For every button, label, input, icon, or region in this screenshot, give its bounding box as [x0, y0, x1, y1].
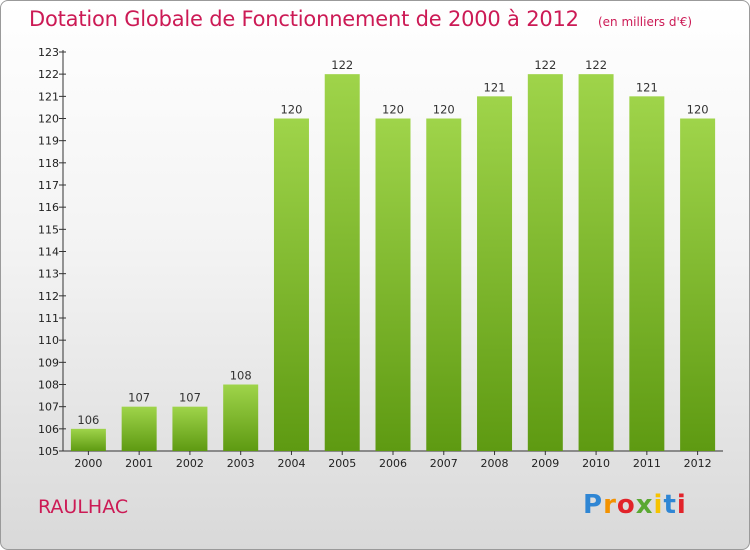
x-tick-label: 2009	[531, 457, 559, 470]
x-tick-label: 2003	[227, 457, 255, 470]
value-label-2008: 121	[484, 80, 506, 94]
y-tick-label: 111	[38, 312, 59, 325]
y-tick-label: 123	[38, 46, 59, 59]
bar-2012	[680, 118, 716, 451]
y-tick-label: 122	[38, 68, 59, 81]
bar-2006	[375, 118, 411, 451]
y-tick-label: 114	[38, 246, 59, 259]
bar-2003	[223, 384, 259, 451]
value-label-2009: 122	[534, 58, 556, 72]
x-tick-label: 2012	[684, 457, 712, 470]
axes: 105 106 107 108 109 110 111 112 113 114 115 116 117 1…	[38, 46, 723, 458]
logo-letter: t	[663, 490, 677, 520]
y-tick-label: 112	[38, 290, 59, 303]
y-tick-label: 116	[38, 201, 59, 214]
proxiti-logo: Proxiti	[583, 490, 687, 520]
y-tick-label: 119	[38, 135, 59, 148]
logo-letter: i	[676, 490, 687, 520]
y-tick-label: 117	[38, 179, 59, 192]
value-label-2000: 106	[77, 413, 99, 427]
bar-2004	[273, 118, 309, 451]
x-tick-label: 2001	[125, 457, 153, 470]
chart-title: Dotation Globale de Fonctionnement de 20…	[29, 7, 579, 31]
value-label-2007: 120	[433, 103, 455, 117]
bar-2007	[426, 118, 462, 451]
logo-letter: x	[635, 490, 654, 520]
value-label-2001: 107	[128, 391, 150, 405]
unit-note: (en milliers d'€)	[597, 15, 693, 29]
x-tick-label: 2006	[379, 457, 407, 470]
y-tick-label: 118	[38, 157, 59, 170]
x-tick-label: 2002	[176, 457, 204, 470]
y-tick-label: 107	[38, 401, 59, 414]
value-label-2010: 122	[585, 58, 607, 72]
value-label-2011: 121	[636, 80, 658, 94]
value-label-2012: 120	[687, 103, 709, 117]
logo-letter: o	[616, 490, 636, 520]
value-label-2003: 108	[230, 369, 252, 383]
logo-letter: r	[603, 490, 617, 520]
logo-letter: P	[583, 490, 604, 520]
x-tick-label: 2010	[582, 457, 610, 470]
y-tick-label: 108	[38, 379, 59, 392]
value-label-2005: 122	[331, 58, 353, 72]
y-tick-label: 109	[38, 356, 59, 369]
bars	[70, 74, 716, 452]
title-row: Dotation Globale de Fonctionnement de 20…	[29, 7, 692, 31]
value-label-2006: 120	[382, 103, 404, 117]
y-tick-label: 113	[38, 268, 59, 281]
y-tick-label: 106	[38, 423, 59, 436]
bar-2009	[527, 74, 563, 452]
x-tick-label: 2005	[328, 457, 356, 470]
y-tick-label: 105	[38, 445, 59, 458]
bar-2011	[629, 96, 665, 451]
commune-name: RAULHAC	[38, 496, 129, 518]
bar-2002	[172, 406, 208, 451]
x-tick-label: 2007	[430, 457, 458, 470]
y-tick-label: 110	[38, 334, 59, 347]
y-tick-label: 115	[38, 223, 59, 236]
y-tick-label: 120	[38, 113, 59, 126]
bar-2005	[324, 74, 360, 452]
x-tick-label: 2008	[481, 457, 509, 470]
bar-2001	[121, 406, 157, 451]
y-tick-label: 121	[38, 90, 59, 103]
logo-letter: i	[653, 490, 664, 520]
bar-2010	[578, 74, 614, 452]
x-tick-label: 2011	[633, 457, 661, 470]
bar-2008	[477, 96, 513, 451]
x-tick-label: 2000	[74, 457, 102, 470]
value-label-2004: 120	[280, 103, 302, 117]
value-label-2002: 107	[179, 391, 201, 405]
labels: 2000 106 2001 107 2002 107 2003 108 2004 120 2005 1…	[74, 58, 711, 470]
bar-2000	[70, 428, 106, 451]
x-tick-label: 2004	[277, 457, 305, 470]
